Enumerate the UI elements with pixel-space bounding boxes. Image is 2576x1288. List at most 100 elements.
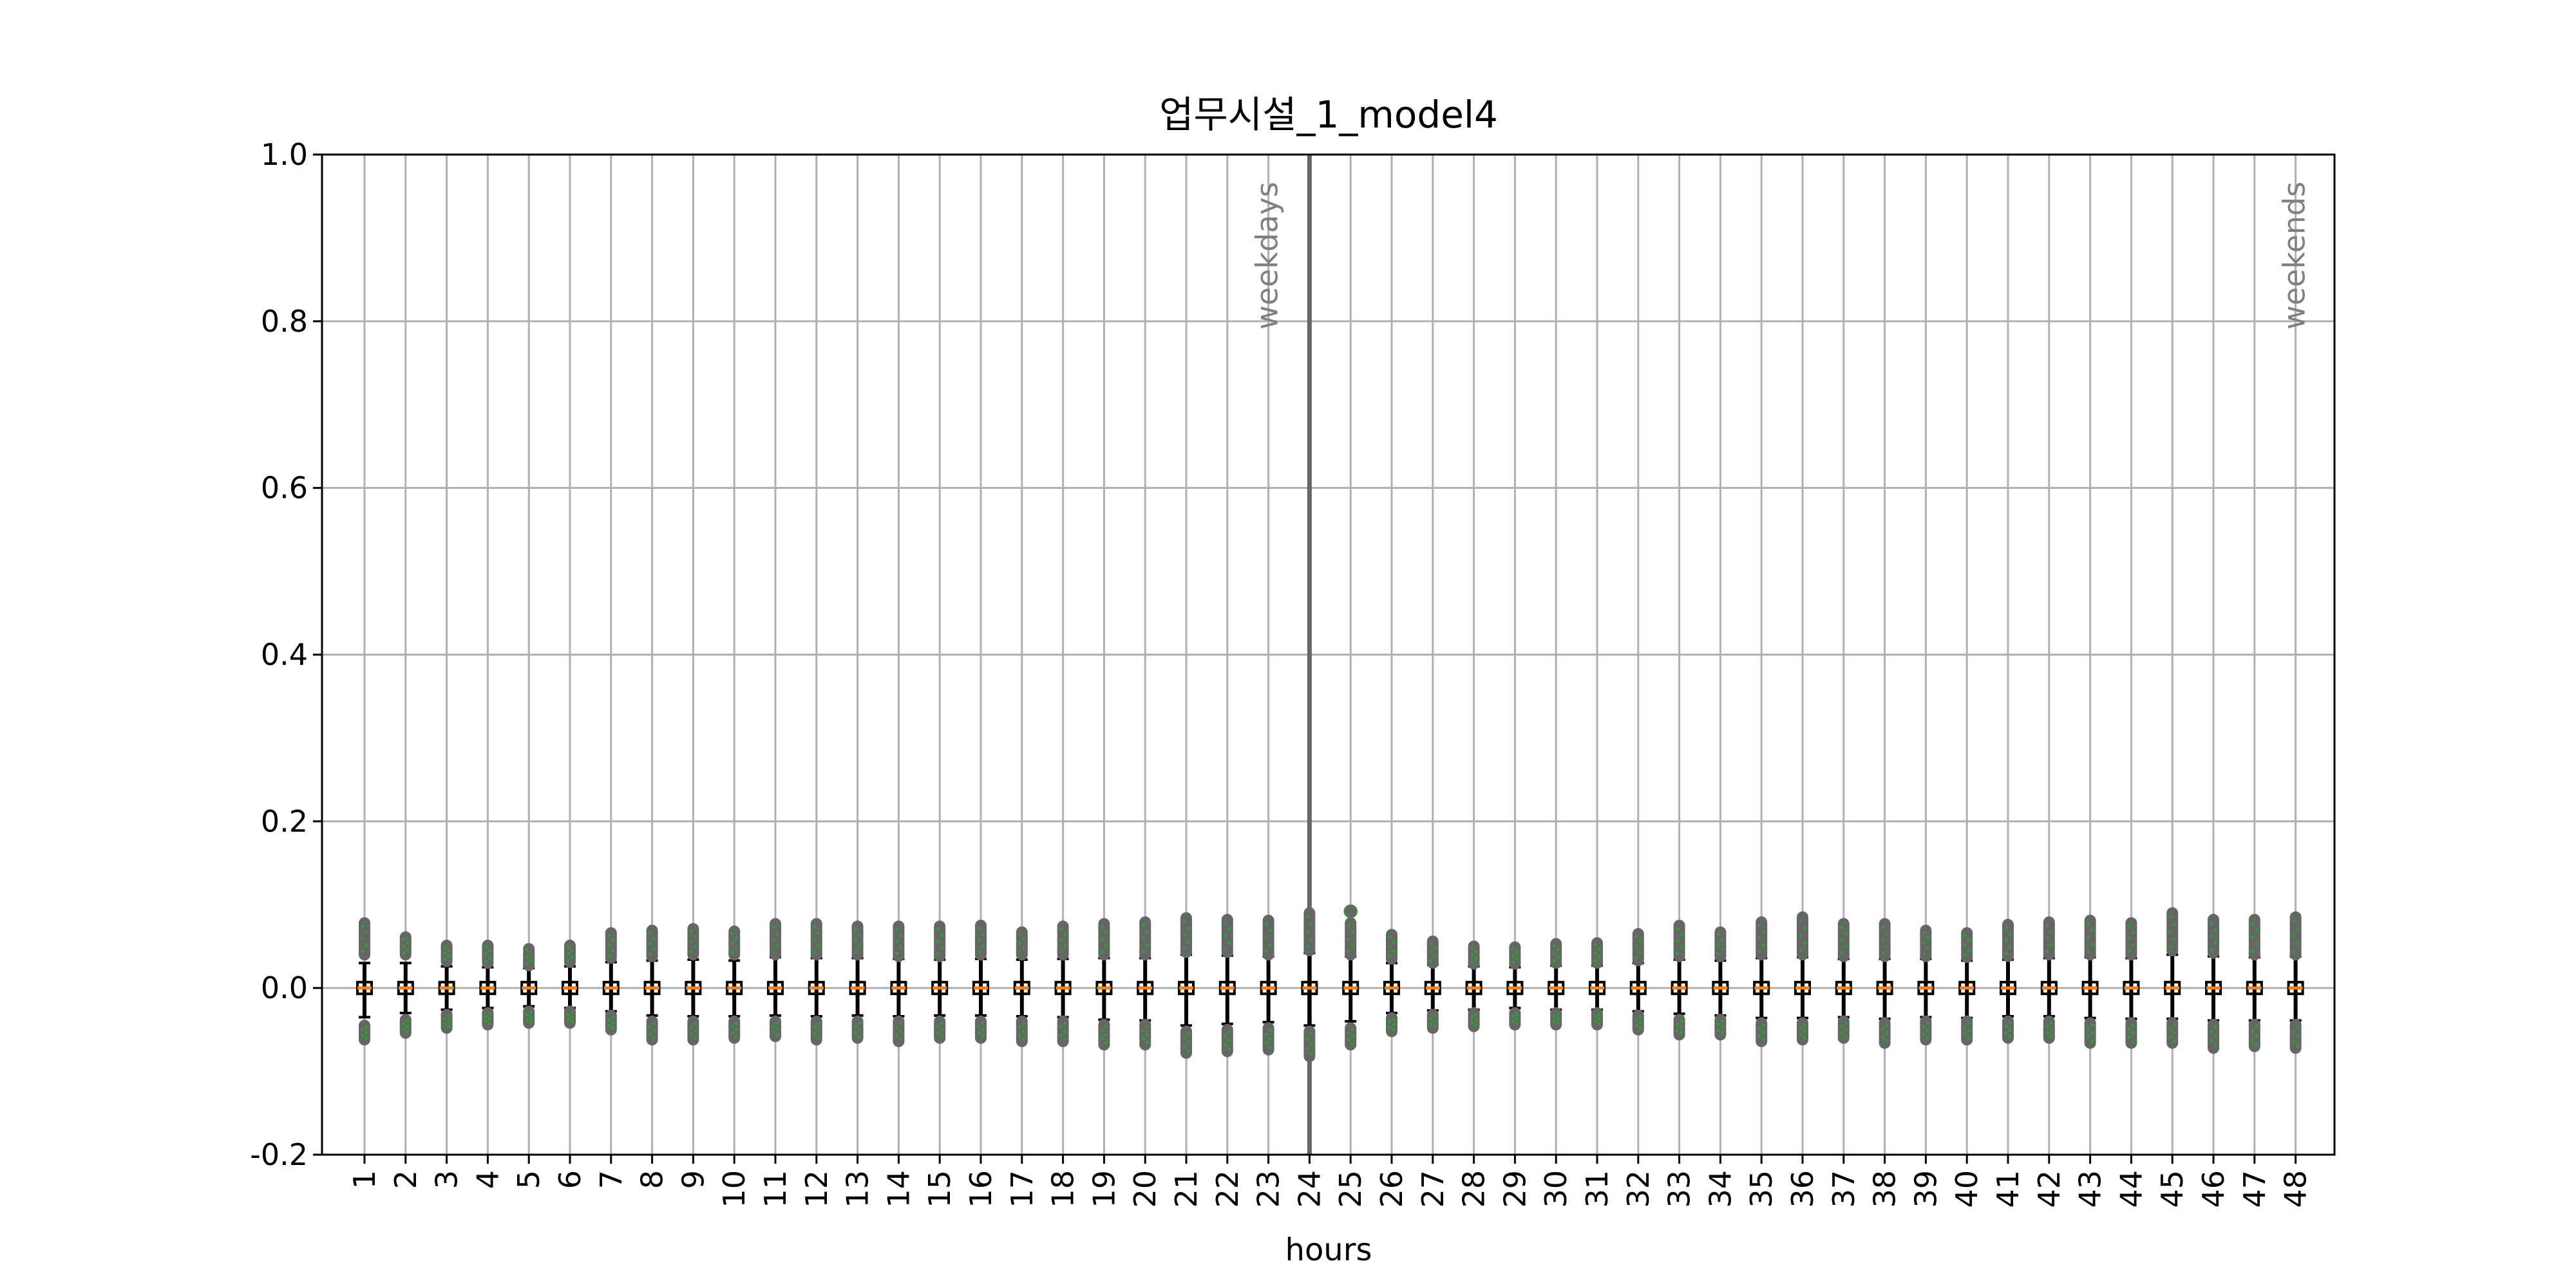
outlier-point (895, 1034, 898, 1037)
x-tick-label: 16 (963, 1170, 998, 1208)
x-tick-label: 40 (1949, 1170, 1984, 1208)
outlier-point (1063, 944, 1067, 948)
outlier-point (1100, 1028, 1104, 1032)
x-tick-label: 18 (1046, 1170, 1081, 1208)
outlier-point (981, 933, 985, 936)
outlier-point (898, 933, 902, 937)
outlier-point (2213, 941, 2217, 945)
x-tick-label: 4 (470, 1170, 505, 1189)
outlier-point (813, 1025, 817, 1028)
outlier-point (936, 1031, 940, 1035)
outlier-point (1803, 1023, 1806, 1027)
outlier-point (1881, 925, 1885, 929)
outlier-point (1593, 1019, 1597, 1023)
outlier-point (1063, 1029, 1067, 1033)
outlier-point (2087, 922, 2090, 926)
outlier-point (895, 951, 898, 955)
outlier-point (977, 938, 981, 942)
outlier-point (406, 1025, 410, 1028)
outlier-point (1716, 933, 1720, 936)
outlier-point (693, 1028, 697, 1032)
outlier-point (1182, 1036, 1186, 1040)
outlier-point (817, 1028, 820, 1032)
outlier-point (772, 925, 775, 929)
outlier-point (2090, 929, 2094, 933)
outlier-point (365, 1025, 368, 1029)
outlier-point (2087, 1035, 2090, 1039)
outlier-point (1470, 960, 1474, 964)
outlier-point (2213, 1025, 2217, 1029)
outlier-point (2172, 937, 2176, 941)
outlier-point (1720, 1025, 1724, 1029)
y-tick-label: 0.6 (261, 471, 308, 506)
outlier-point (1474, 1018, 1478, 1021)
x-tick-label: 43 (2073, 1170, 2108, 1208)
outlier-point (1429, 959, 1433, 963)
outlier-point (2251, 1038, 2255, 1042)
x-tick-label: 7 (594, 1170, 629, 1189)
outlier-point (2172, 1023, 2176, 1027)
outlier-point (1104, 931, 1108, 935)
outlier-point (1347, 937, 1350, 941)
outlier-point (854, 950, 858, 954)
outlier-point (1963, 1025, 1967, 1028)
outlier-point (2251, 921, 2255, 925)
outlier-point (1922, 942, 1926, 945)
outlier-point (1720, 1031, 1724, 1035)
outlier-point (2090, 1023, 2094, 1027)
outlier-point (361, 924, 365, 928)
outlier-point (1926, 947, 1929, 951)
outlier-point (977, 1031, 981, 1035)
outlier-point (1474, 1023, 1478, 1027)
y-axis: -0.2 0.0 0.2 0.4 0.6 0.8 1.0 (250, 137, 322, 1172)
outlier-point (1515, 951, 1519, 954)
outlier-point (1885, 1031, 1889, 1035)
outlier-point (895, 927, 898, 931)
outlier-point (775, 1033, 779, 1037)
outlier-point (1104, 943, 1108, 947)
outlier-point (1265, 936, 1269, 940)
outlier-point (1840, 938, 1844, 942)
outlier-point (1309, 922, 1313, 926)
outlier-point (1680, 1025, 1683, 1029)
outlier-point (2004, 938, 2008, 942)
outlier-point (611, 1015, 615, 1019)
x-tick-label: 5 (511, 1170, 546, 1189)
outlier-point (2049, 1021, 2053, 1025)
outlier-point (2131, 1031, 2135, 1035)
outlier-point (1224, 947, 1227, 951)
outlier-point (1392, 950, 1396, 954)
outlier-point (2004, 1031, 2008, 1035)
outlier-point (2296, 927, 2300, 931)
outlier-point (1141, 923, 1145, 927)
outlier-point (1926, 1036, 1929, 1040)
outlier-point (570, 1020, 574, 1024)
outlier-point (2049, 1034, 2053, 1038)
outlier-point (1141, 936, 1145, 940)
outlier-point (1100, 925, 1104, 929)
outlier-point (570, 955, 574, 959)
outlier-point (529, 952, 533, 956)
outlier-point (2210, 948, 2213, 952)
outlier-point (1552, 1019, 1556, 1023)
outlier-point (1799, 949, 1803, 953)
outlier-point (1720, 1019, 1724, 1023)
outlier-point (1470, 953, 1474, 957)
outlier-point (1761, 1037, 1765, 1041)
outlier-point (1063, 1021, 1067, 1025)
annotations: weekdays weekends (1250, 182, 2312, 330)
x-tick-label: 31 (1580, 1170, 1615, 1208)
outlier-point (1269, 1037, 1273, 1041)
outlier-point (1556, 1021, 1560, 1025)
outlier-point (775, 931, 779, 935)
outlier-point (1227, 1039, 1231, 1043)
outlier-point (1141, 1028, 1145, 1032)
outlier-point (2008, 1028, 2012, 1032)
outlier-point (447, 1014, 451, 1018)
outlier-point (730, 941, 734, 945)
outlier-point (1224, 934, 1227, 938)
outlier-point (1305, 930, 1309, 934)
outlier-point (1967, 1028, 1971, 1032)
outlier-point (1265, 1041, 1269, 1045)
outlier-point (1556, 955, 1560, 959)
